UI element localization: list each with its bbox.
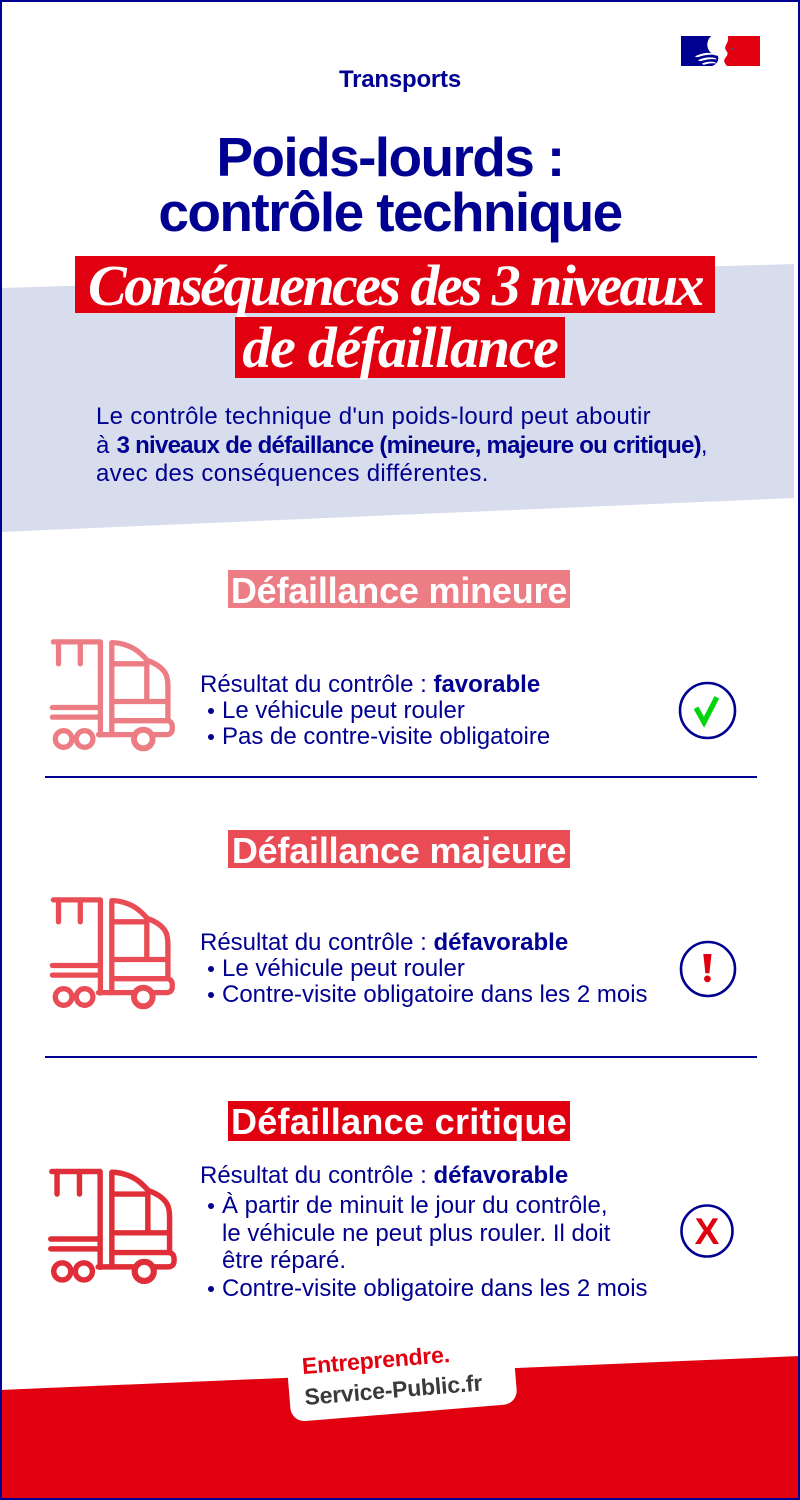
svg-text:X: X	[695, 1211, 720, 1252]
